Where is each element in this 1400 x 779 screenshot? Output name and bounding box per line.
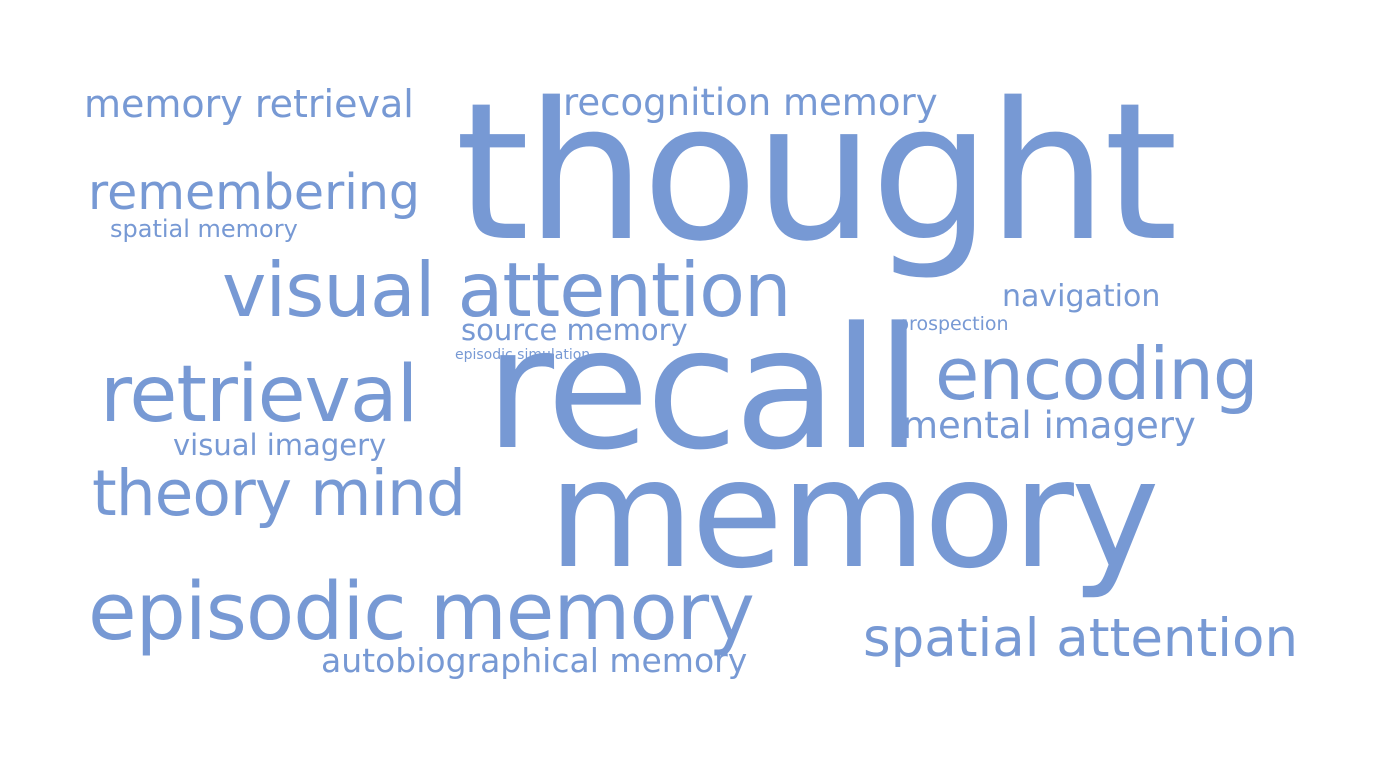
word-thought: thought — [455, 62, 1178, 283]
word-autobiographical-memory: autobiographical memory — [321, 641, 748, 680]
word-recall: recall — [485, 291, 922, 487]
word-prospection: prospection — [897, 313, 1009, 335]
word-visual-imagery: visual imagery — [173, 428, 387, 462]
word-spatial-memory: spatial memory — [110, 215, 298, 243]
word-source-memory: source memory — [461, 313, 688, 347]
word-mental-imagery: mental imagery — [902, 404, 1196, 447]
word-episodic-memory: episodic memory — [88, 566, 755, 658]
word-memory-retrieval: memory retrieval — [84, 82, 414, 126]
word-navigation: navigation — [1002, 279, 1161, 314]
word-retrieval: retrieval — [100, 350, 418, 440]
word-episodic-simulation: episodic simulation — [455, 347, 591, 363]
word-memory: memory — [548, 428, 1160, 602]
word-theory-mind: theory mind — [92, 457, 466, 530]
word-spatial-attention: spatial attention — [863, 608, 1299, 669]
word-recognition-memory: recognition memory — [563, 81, 938, 124]
word-encoding: encoding — [935, 332, 1259, 416]
word-visual-attention: visual attention — [222, 246, 792, 334]
word-remembering: remembering — [88, 164, 420, 221]
